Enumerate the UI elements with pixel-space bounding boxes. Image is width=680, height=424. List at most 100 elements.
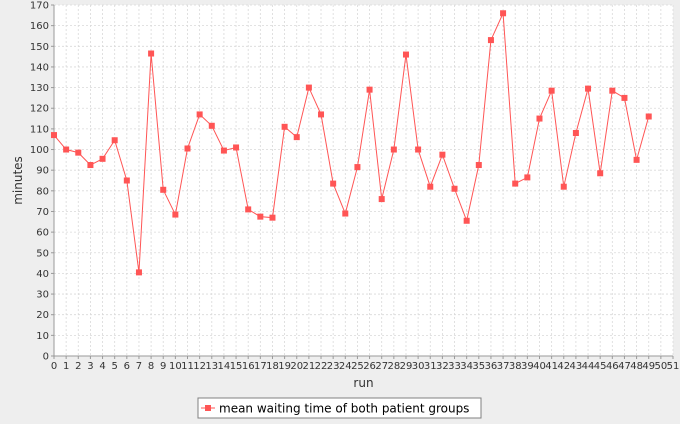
data-point [354,164,361,171]
x-tick-label: 26 [363,361,376,372]
data-point [500,10,507,17]
data-point [123,177,130,184]
data-point [63,146,70,153]
data-point [281,123,288,130]
legend-label: mean waiting time of both patient groups [219,402,469,416]
y-tick-label: 20 [36,310,49,321]
x-tick-label: 31 [424,361,437,372]
x-tick-label: 49 [642,361,655,372]
y-tick-label: 160 [30,21,49,32]
x-tick-label: 23 [327,361,340,372]
data-point [269,214,276,221]
x-tick-label: 36 [485,361,498,372]
x-tick-label: 6 [124,361,130,372]
y-tick-label: 0 [43,352,49,363]
x-tick-label: 18 [266,361,279,372]
x-tick-label: 28 [387,361,400,372]
data-point [487,37,494,44]
x-tick-label: 20 [290,361,303,372]
data-point [318,111,325,118]
y-tick-label: 70 [36,207,49,218]
y-tick-label: 110 [30,124,49,135]
legend-box [197,397,482,419]
x-tick-label: 51 [667,361,680,372]
x-tick-label: 41 [545,361,558,372]
data-point [524,174,531,181]
x-tick-label: 16 [242,361,255,372]
data-point [184,145,191,152]
x-tick-label: 47 [618,361,631,372]
x-tick-label: 1 [63,361,69,372]
x-tick-label: 40 [533,361,546,372]
data-point [560,183,567,190]
data-point [597,170,604,177]
data-point [245,206,252,213]
x-tick-label: 35 [472,361,485,372]
grid [54,4,674,356]
x-tick-label: 21 [303,361,316,372]
data-point [621,94,628,101]
data-point [415,146,422,153]
data-point [111,137,118,144]
x-tick-label: 22 [315,361,328,372]
y-tick-label: 50 [36,248,49,259]
y-tick-label: 90 [36,166,49,177]
data-point [451,185,458,192]
x-tick-label: 4 [99,361,105,372]
x-tick-label: 27 [375,361,388,372]
data-point [257,213,264,220]
data-point [87,162,94,169]
x-tick-label: 42 [557,361,570,372]
data-point [51,132,57,139]
data-point [196,111,203,118]
x-axis-title: run [353,376,373,390]
data-point [439,151,446,158]
data-point [305,84,312,91]
data-point [475,162,482,169]
y-tick-label: 40 [36,269,49,280]
x-tick-label: 44 [582,361,595,372]
y-tick-label: 10 [36,331,49,342]
y-axis-title: minutes [11,156,25,205]
data-point [135,269,142,276]
x-tick-label: 48 [630,361,643,372]
y-tick-label: 120 [30,104,49,115]
data-point [548,87,555,94]
y-tick-label: 60 [36,228,49,239]
x-tick-label: 15 [230,361,243,372]
y-tick-label: 150 [30,42,49,53]
data-point [463,217,470,224]
x-tick-label: 7 [136,361,142,372]
x-tick-label: 14 [218,361,231,372]
data-point [330,180,337,187]
x-tick-label: 3 [87,361,93,372]
data-point [427,183,434,190]
data-point [366,86,373,93]
x-tick-label: 46 [606,361,619,372]
legend-marker [205,405,211,411]
data-point [172,211,179,218]
data-point [378,196,385,203]
data-point [220,147,227,154]
data-point [633,156,640,163]
data-point [99,155,106,162]
x-tick-label: 24 [339,361,352,372]
data-point [148,50,155,57]
y-tick-label: 170 [30,1,49,12]
x-tick-label: 12 [193,361,206,372]
x-tick-label: 38 [509,361,522,372]
x-tick-label: 8 [148,361,154,372]
data-point [160,186,167,193]
data-point [75,149,82,156]
x-tick-label: 30 [412,361,425,372]
x-tick-label: 39 [521,361,534,372]
plot-area [54,5,673,356]
y-tick-label: 140 [30,62,49,73]
data-point [293,134,300,141]
data-point [609,87,616,94]
x-tick-label: 0 [51,361,57,372]
x-tick-label: 32 [436,361,449,372]
data-point [645,113,652,120]
data-point [512,180,519,187]
